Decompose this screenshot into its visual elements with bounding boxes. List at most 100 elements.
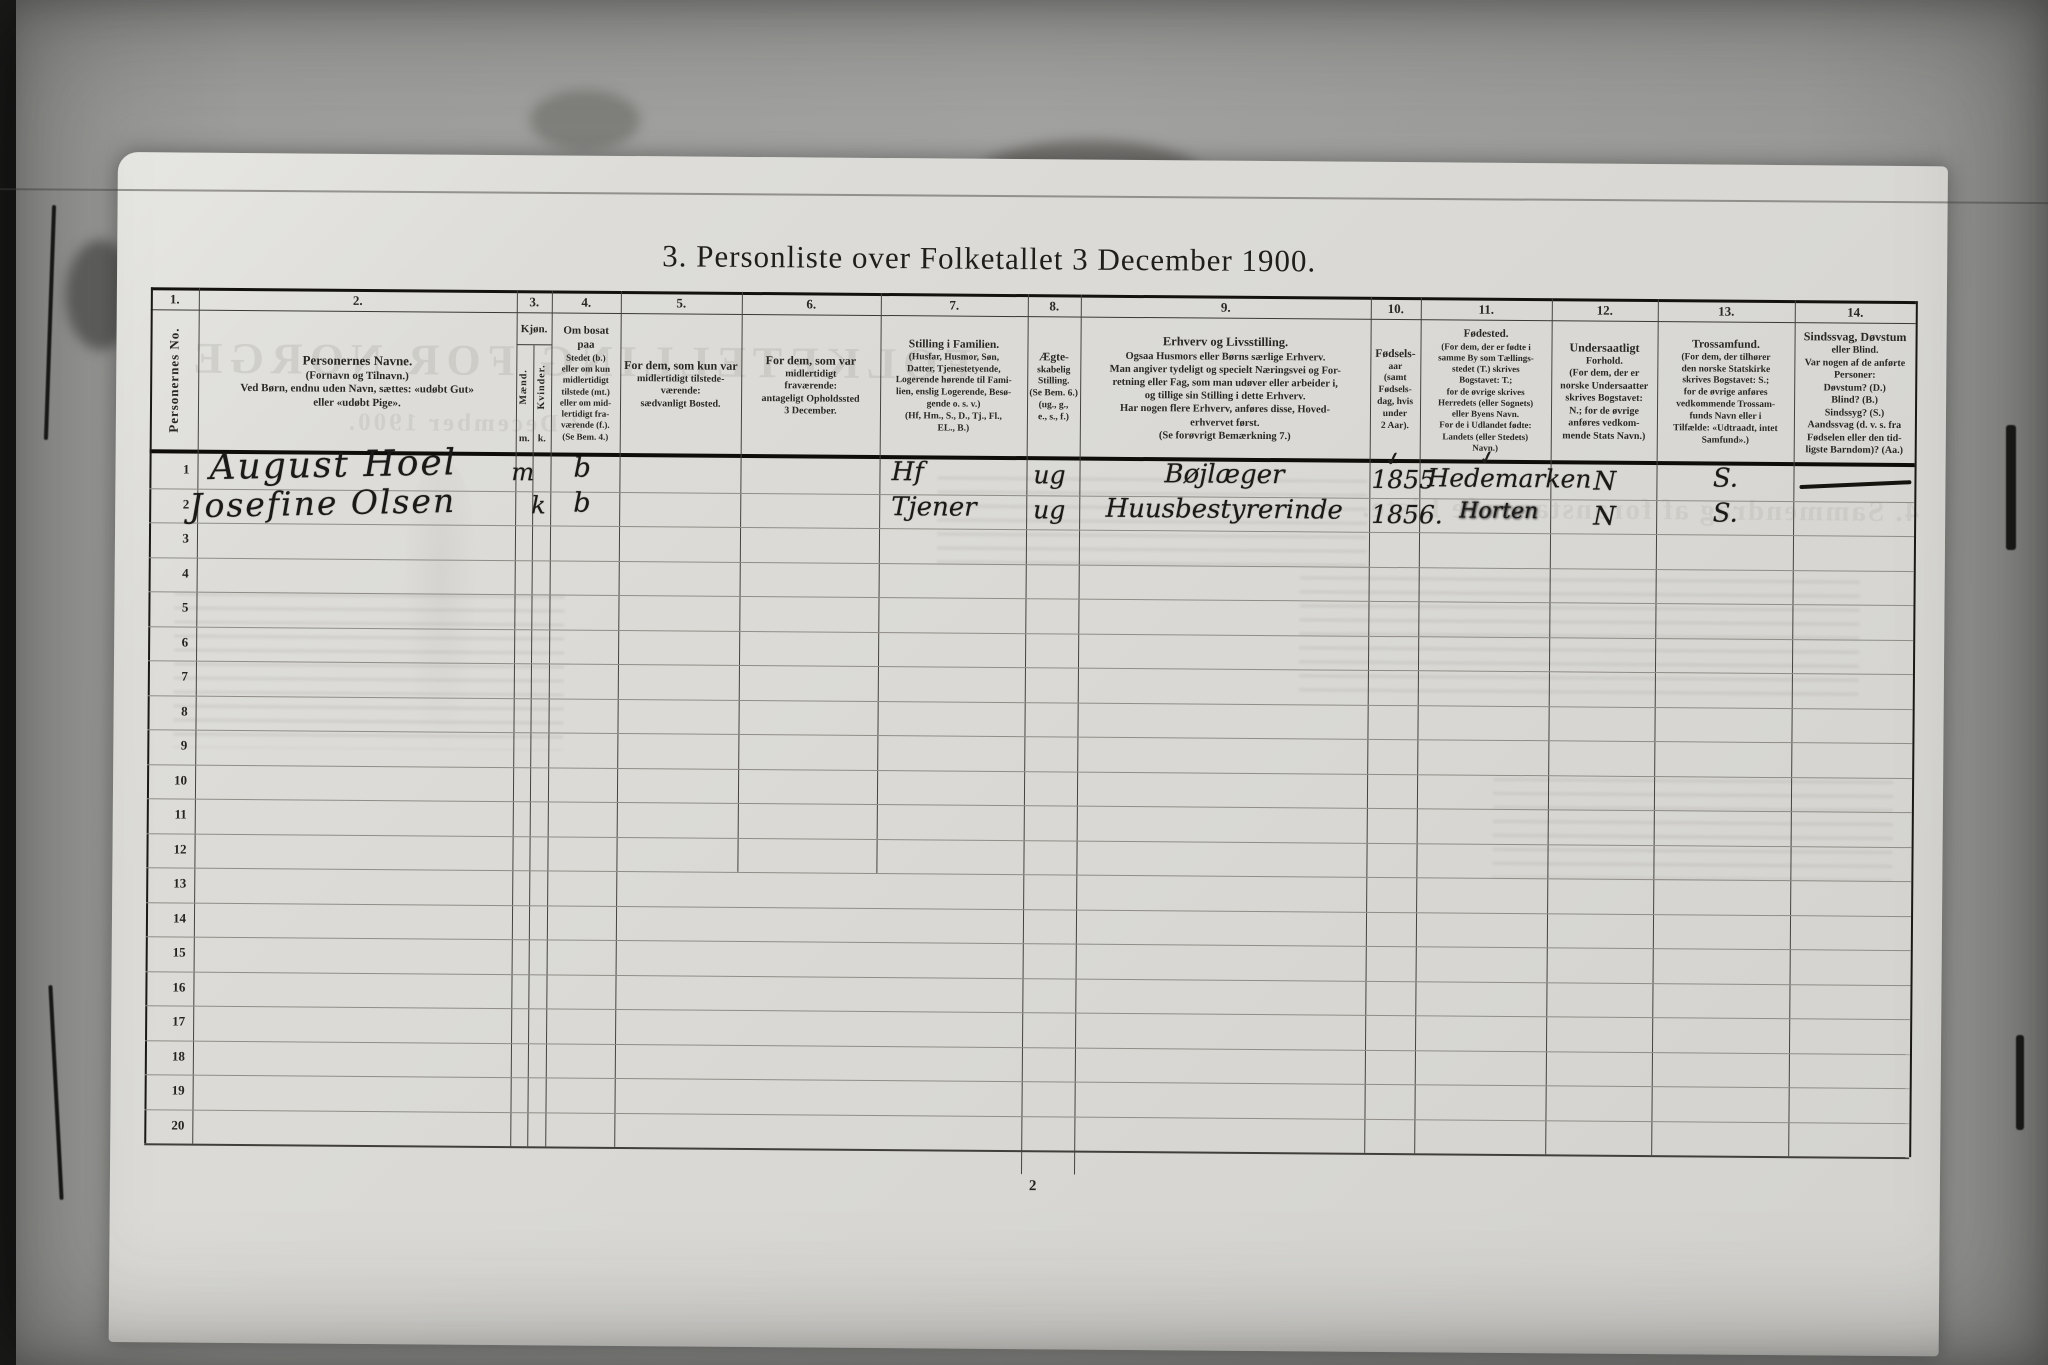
row-number: 1	[182, 461, 190, 477]
column-c14-header: Sindssvag, Døvstum eller Blind. Var nogen …	[1796, 324, 1914, 463]
column-c12-header-line: N.; for de øvrige	[1569, 405, 1639, 417]
column-c8-header-line: (Se Bem. 6.)	[1029, 388, 1078, 399]
column-c10-header-line: 2 Aar).	[1380, 420, 1409, 432]
column-c14-header-line: Døvstum? (D.)	[1823, 382, 1886, 394]
column-c14-number: 14.	[1847, 304, 1864, 320]
column-c4-header-line: Stedet (b.)	[566, 352, 606, 363]
column-c14-header-line: Aandssvag (d. v. s. fra	[1807, 419, 1902, 432]
row-separator	[145, 936, 1911, 952]
binding-thread-lower	[48, 985, 64, 1200]
column-c2-header-line: eller «udøbt Pige».	[313, 396, 401, 410]
row-number: 2	[182, 496, 190, 512]
column-c1-number: 1.	[169, 291, 180, 307]
column-c8-header-line: skabelig	[1037, 364, 1071, 375]
smudge-top-left	[530, 90, 640, 150]
column-c14-header-line: eller Blind.	[1831, 344, 1879, 357]
column-c7-header-line: lien, enslig Logerende, Besø-	[896, 387, 1012, 399]
column-c7-header: Stilling i Familien. (Husfar, Husmor, Søn…	[882, 317, 1026, 456]
column-c12-header-line: skrives Bogstavet:	[1565, 392, 1643, 405]
column-c6-header-line: fraværende:	[784, 380, 838, 392]
column-c4-header-line: værende (f.).	[561, 419, 610, 431]
column-c3-sub-kvinder: Kvinder.	[533, 348, 552, 426]
column-c4-header-line: lertidigt fra-	[561, 408, 610, 419]
column-c11-header-line: Landets (eller Stedets)	[1442, 431, 1529, 442]
row-number: 14	[172, 909, 187, 926]
entry-gender-female: k	[531, 490, 546, 519]
entry-gender-male: m	[511, 458, 535, 487]
row-number: 4	[182, 565, 189, 581]
column-c14-header-line: Blind? (B.)	[1831, 394, 1878, 407]
binding-thread-upper	[43, 205, 57, 440]
column-c6-header-line: midlertidigt	[785, 367, 837, 380]
column-c4-header-line: eller om kun	[561, 363, 611, 374]
entry-birth-year: 1856.	[1371, 499, 1443, 529]
entry-citizenship: N	[1593, 466, 1617, 497]
column-c7-number: 7.	[949, 297, 960, 313]
column-c7-header-line: (Husfar, Husmor, Søn,	[908, 351, 1000, 363]
column-c11-header-line: (For dem, der er fødte i	[1441, 341, 1531, 352]
column-c13-header-line: Samfund».)	[1701, 435, 1749, 446]
column-c11-header-line: stedet (T.) skrives	[1452, 363, 1520, 375]
column-c14-header-line: Personer:	[1833, 369, 1876, 382]
row-number: 13	[173, 875, 187, 891]
entry-birthplace: Hedemarken	[1427, 463, 1592, 494]
column-c4-header-line: midlertidigt	[562, 374, 609, 386]
row-separator	[144, 1108, 1910, 1124]
entry-sinds-dash	[1799, 480, 1912, 490]
row-number: 3	[182, 530, 190, 546]
column-c11-header-line: Fødested.	[1463, 327, 1509, 340]
column-c9-header-line: Erhverv og Livsstilling.	[1162, 334, 1289, 350]
column-c11-header-line: samme By som Tællings-	[1438, 352, 1534, 364]
column-c8-header-line: Ægte-	[1038, 351, 1069, 364]
row-separator	[148, 660, 1913, 676]
column-c4-header-line: Om bosat paa	[563, 324, 609, 351]
column-c6-header: For dem, som var midlertidigt fraværende: a…	[743, 316, 879, 455]
column-c14-header-line: Sindssyg? (S.)	[1824, 407, 1885, 419]
column-c12-header-line: anføres vedkom-	[1568, 417, 1640, 430]
column-c11-header-line: for de øvrige skrives	[1446, 386, 1525, 397]
column-c14-header-line: Fødselen eller den tid-	[1807, 432, 1902, 444]
column-c10-header: Fødsels-aar (samt Fødsels-dag, hvis under 2 …	[1372, 321, 1419, 459]
column-c8-header-line: Stilling.	[1037, 376, 1070, 387]
under-sheet-edge	[0, 188, 2048, 205]
row-number: 8	[181, 703, 188, 719]
row-number: 5	[181, 599, 189, 615]
column-c5-header: For dem, som kun var midlertidigt tilsted…	[622, 315, 740, 454]
column-c4-header: Om bosat paa Stedet (b.) eller om kun midle…	[553, 314, 619, 453]
row-separator	[146, 832, 1912, 848]
column-c9-number: 9.	[1220, 299, 1231, 315]
kvinder-label: Kvinder.	[535, 364, 548, 410]
column-c6-header-line: For dem, som var	[765, 352, 857, 368]
column-c9-header-line: og tillige sin Stilling i dette Erhverv.	[1144, 390, 1306, 403]
row-number: 16	[172, 978, 186, 995]
row-separator	[146, 867, 1912, 883]
column-c3-abbr-m: m.	[518, 432, 530, 444]
column-c14-header-line: Var nogen af de anførte	[1804, 357, 1906, 369]
row-separator	[147, 729, 1913, 745]
column-c12-header-line: mende Stats Navn.)	[1562, 430, 1646, 442]
column-c9-header: Erhverv og Livsstilling. Ogsaa Husmors el…	[1082, 319, 1369, 459]
right-edge-mark-1	[2006, 425, 2016, 550]
column-c5-header-line: sædvanligt Bosted.	[640, 397, 721, 410]
entry-religion: S.	[1712, 498, 1738, 529]
column-c12-header-line: Forhold.	[1585, 355, 1623, 367]
row-number: 12	[173, 840, 187, 857]
column-c3-abbr-k: k.	[537, 433, 546, 445]
column-c5-header-line: værende:	[660, 385, 701, 397]
column-c8-header: Ægte-skabelig Stilling. (Se Bem. 6.) (ug., …	[1029, 318, 1079, 456]
census-table: 2 1 2 3 4 5 6 7 8 9 10 11 12 13 14 15 16 17 18 19 20 1. Perso…	[144, 287, 1918, 1211]
column-c13-header: Trossamfund. (For dem, der tilhører den no…	[1659, 323, 1793, 462]
maend-label: Mænd.	[518, 369, 530, 405]
row-separator	[149, 522, 1915, 538]
row-number: 17	[172, 1013, 186, 1029]
scanner-edge-left	[0, 0, 16, 1365]
column-c6-header-line: 3 December.	[784, 405, 837, 417]
entry-name: Josefine Olsen	[188, 480, 457, 525]
column-c2-header-line: Ved Børn, endnu uden Navn, sættes: «udøb…	[240, 382, 474, 397]
entry-family-position: Hf	[891, 457, 924, 488]
column-c5-header-line: midlertidigt tilstede-	[636, 372, 725, 385]
column-c13-header-line: funds Navn eller i	[1689, 411, 1762, 422]
column-c13-header-line: (For dem, der tilhører	[1681, 351, 1771, 363]
column-c10-number: 10.	[1387, 300, 1404, 317]
